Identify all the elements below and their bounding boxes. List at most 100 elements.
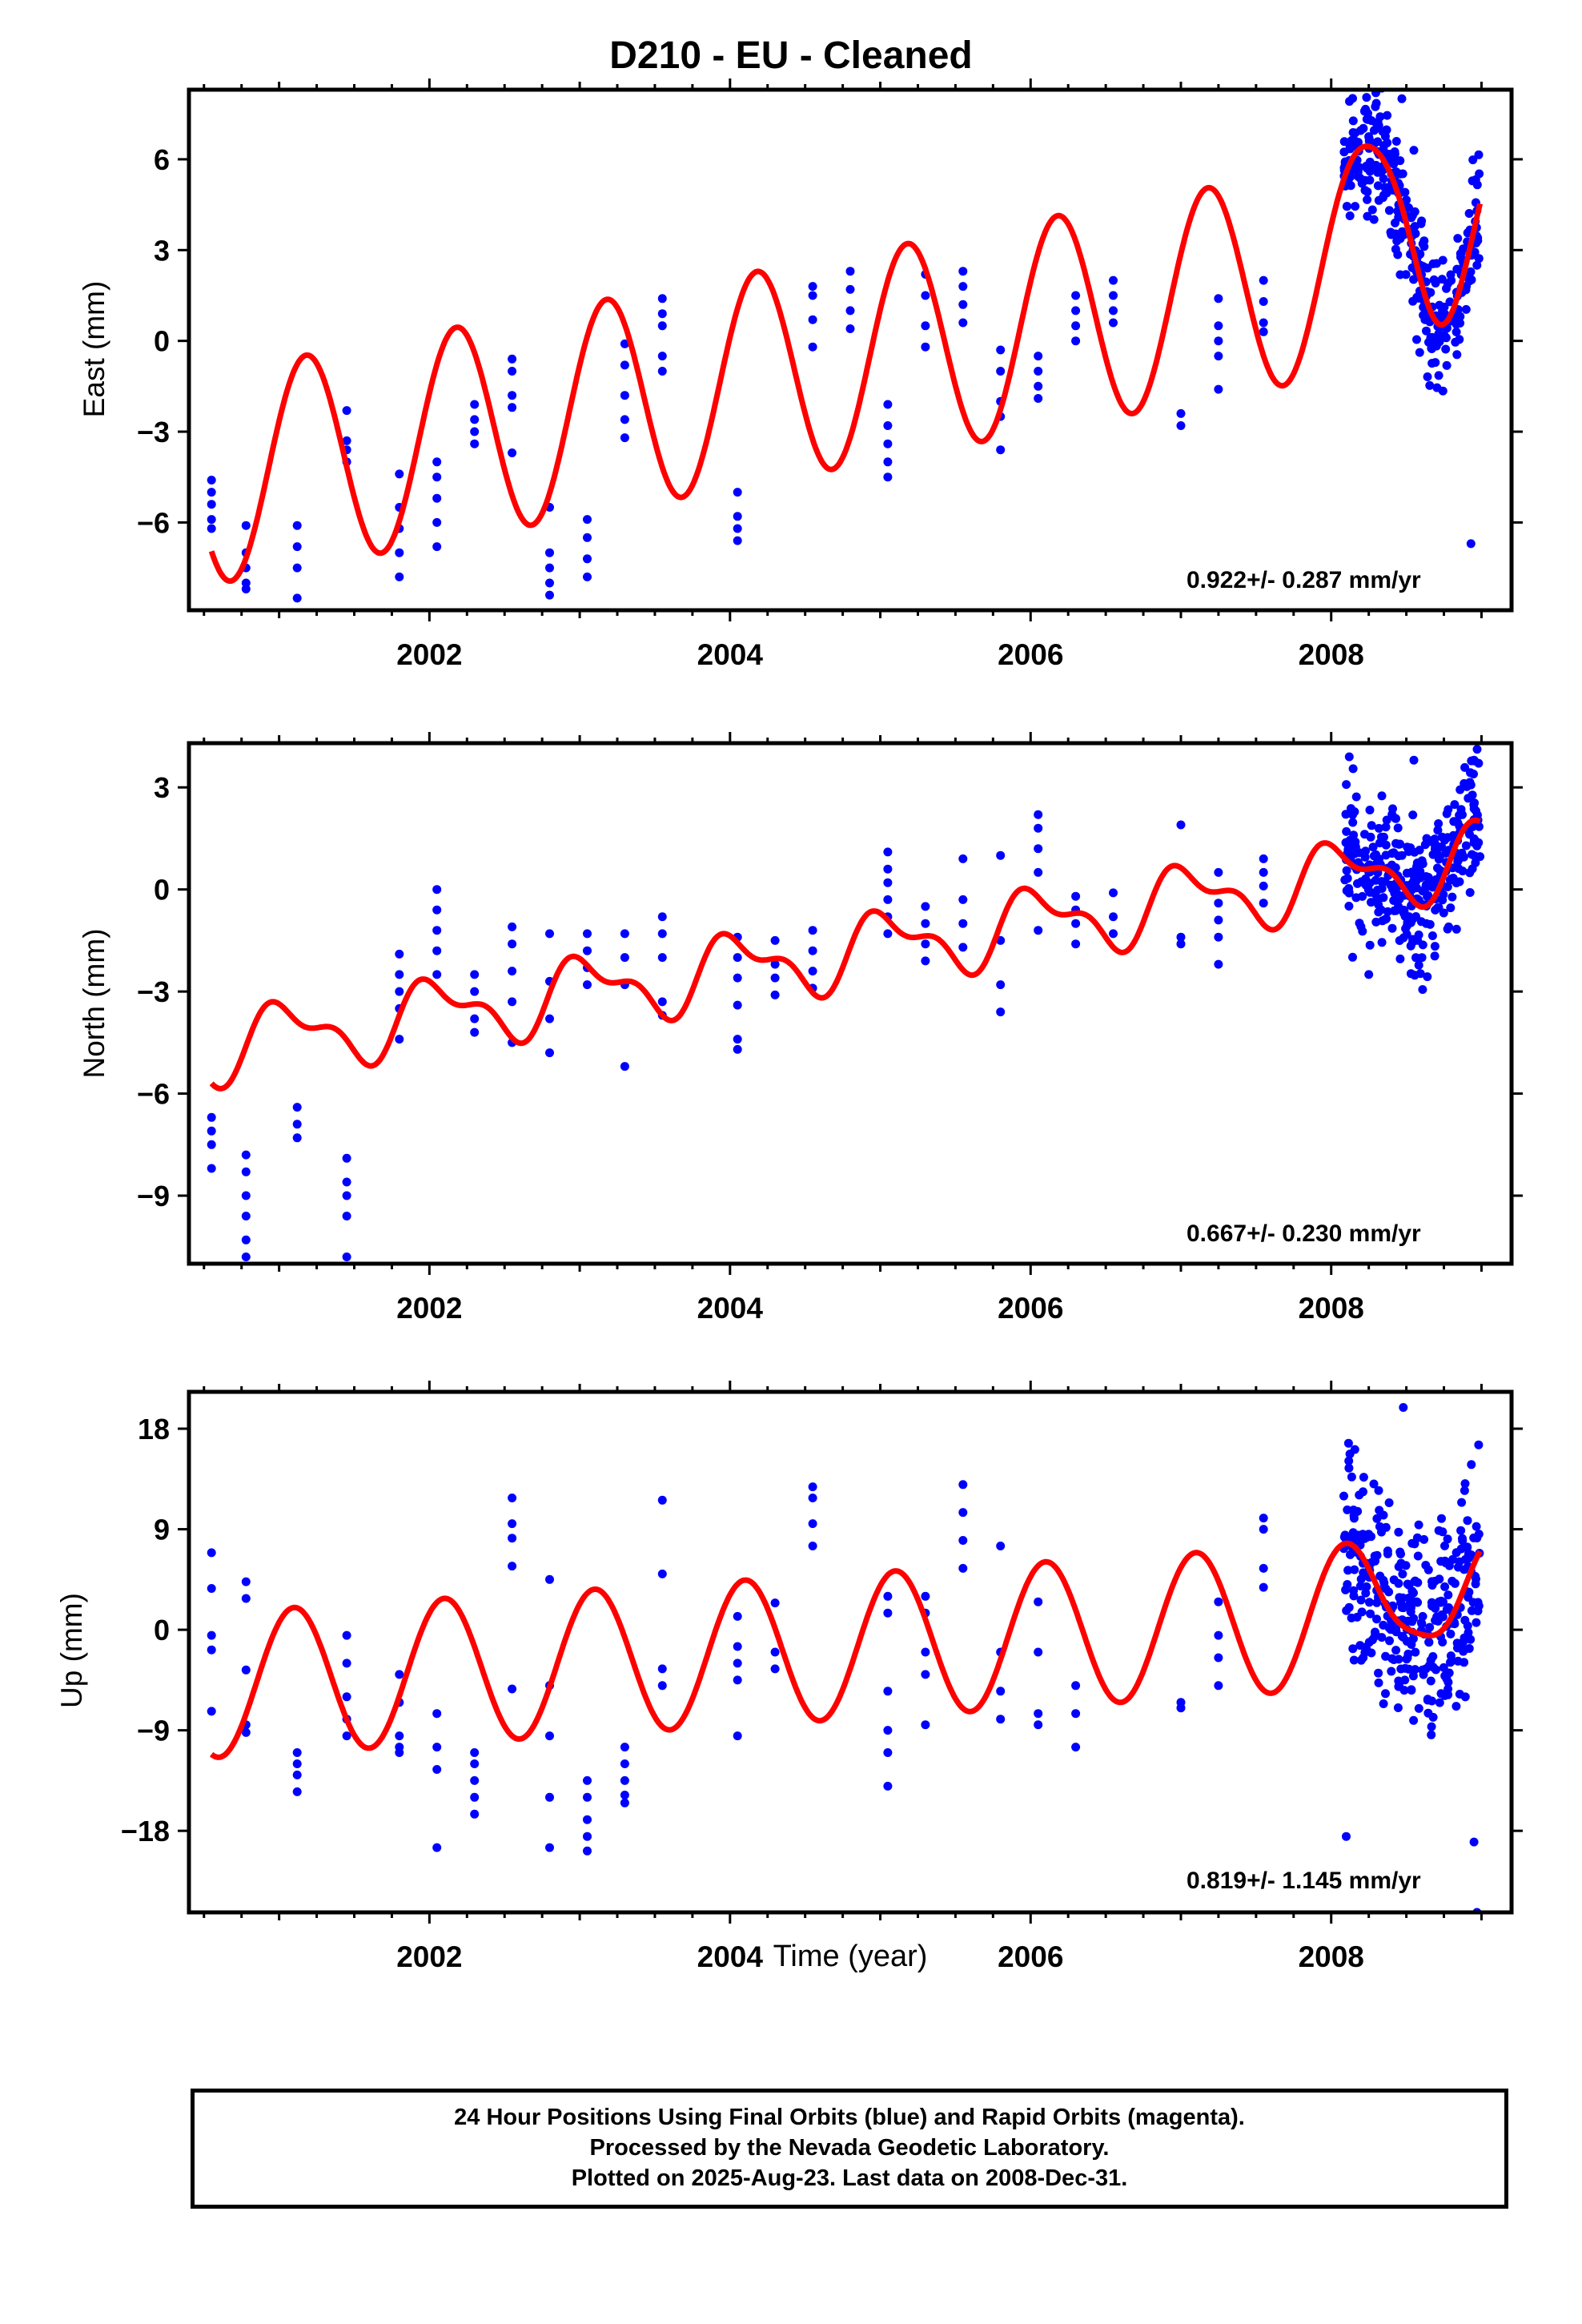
data-point [1448,1554,1458,1564]
x-tick-label: 2002 [396,638,462,671]
data-point [292,1748,302,1757]
north-axis-label: North (mm) [78,928,110,1079]
data-point [1402,195,1411,205]
data-point [1259,1525,1268,1534]
x-tick-label: 2004 [697,638,764,671]
data-point [1342,866,1351,875]
data-point [207,1630,216,1640]
data-point [1436,1689,1446,1699]
data-point [1471,175,1480,184]
data-point [508,354,517,364]
data-point [1362,93,1371,103]
data-point [921,939,930,949]
data-point [1456,312,1465,321]
data-point [1466,1634,1476,1644]
north-panel: −9 −6 −3 0 3 2002 2004 2006 2008 [137,732,1523,1325]
y-tick-label: 3 [154,234,170,267]
plot-frame [187,1389,1514,1915]
data-point [342,1659,351,1668]
data-point [1214,1630,1223,1640]
data-point [883,1726,893,1735]
data-point [1364,1598,1374,1607]
data-point [1259,275,1268,285]
data-point [241,1252,251,1261]
data-point [1427,931,1437,940]
data-point [1391,137,1401,146]
data-point [958,943,968,952]
data-point [1349,1511,1359,1521]
data-point [1425,919,1435,929]
data-point [1472,745,1482,754]
data-point [1367,821,1376,830]
data-point [508,391,517,400]
data-point [1455,877,1464,887]
data-point [657,294,667,304]
data-point [733,536,742,545]
y-tick-label: −3 [137,975,170,1008]
data-point [620,391,629,400]
data-point [395,1670,404,1679]
data-point [1460,762,1470,772]
data-point [545,929,554,939]
data-point [1456,785,1465,794]
data-point [1444,922,1453,931]
chart-title: D210 - EU - Cleaned [609,34,973,77]
data-point [1394,1562,1403,1571]
data-point [395,1035,404,1044]
data-point [1379,191,1388,199]
data-point [508,1562,517,1571]
data-point [1367,898,1375,907]
data-point [1383,907,1392,916]
data-point [1355,1641,1365,1651]
data-point [1417,856,1427,866]
data-point [1347,1472,1356,1482]
data-point [1379,893,1388,903]
data-point [1214,352,1223,361]
data-point [1434,371,1443,380]
data-point [1381,1522,1391,1532]
up-axis-label: Up (mm) [55,1593,88,1708]
east-axis-label: East (mm) [78,280,110,418]
data-point [1406,1607,1415,1617]
data-point [1034,394,1043,403]
data-point [545,1048,554,1058]
data-point [1382,815,1391,825]
data-point [1399,933,1408,943]
data-point [1394,1655,1403,1664]
x-tick-label: 2004 [697,1940,764,1973]
data-point [432,542,442,552]
data-point [1360,186,1370,195]
data-point [1465,888,1475,897]
data-point [1369,215,1379,224]
data-point [342,1692,351,1702]
data-point [1433,1616,1443,1626]
data-point [342,406,351,416]
data-point [1346,804,1355,814]
y-tick-label: −18 [121,1815,170,1848]
data-point [1394,1578,1403,1588]
data-point [1374,1486,1383,1495]
y-tick-label: 18 [138,1413,170,1445]
data-point [1365,806,1375,814]
data-point [1464,209,1474,218]
data-point [1366,1609,1375,1618]
data-point [1391,1624,1400,1634]
data-point [921,342,930,352]
y-tick-label: 0 [154,325,170,358]
data-point [996,367,1006,376]
data-point [1442,283,1451,293]
data-point [1430,951,1439,961]
data-point [395,469,404,479]
data-point [1176,421,1186,430]
data-point [583,533,592,542]
data-point [1445,297,1455,307]
data-point [1395,1593,1404,1602]
data-point [1348,128,1358,137]
data-point [1034,926,1043,935]
data-point [1409,146,1419,155]
data-point [1434,329,1443,339]
data-point [1464,794,1473,803]
data-point [1384,1587,1394,1597]
data-point [207,1645,216,1655]
data-point [1427,1722,1436,1731]
